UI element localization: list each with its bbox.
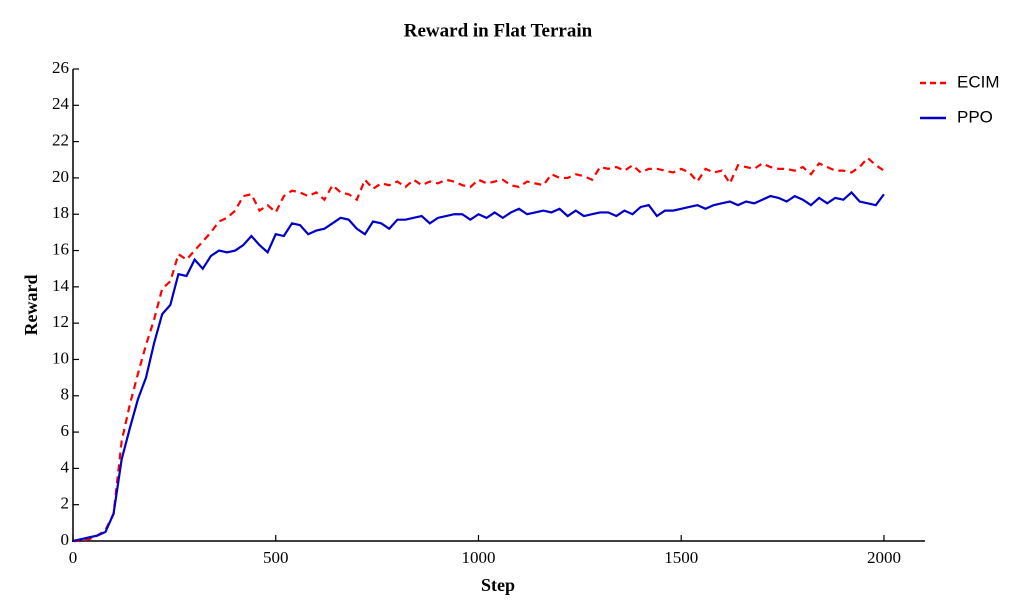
x-axis-label: Step bbox=[481, 575, 515, 595]
y-axis-label: Reward bbox=[21, 275, 41, 336]
y-tick-label: 26 bbox=[52, 58, 69, 77]
chart-title: Reward in Flat Terrain bbox=[404, 20, 593, 41]
y-tick-label: 16 bbox=[52, 239, 69, 258]
y-tick-label: 6 bbox=[61, 421, 70, 440]
y-tick-label: 24 bbox=[52, 94, 70, 113]
y-tick-label: 20 bbox=[52, 167, 69, 186]
line-series bbox=[73, 156, 885, 543]
x-tick-label: 0 bbox=[69, 548, 78, 567]
y-tick-label: 8 bbox=[61, 385, 70, 404]
y-tick-label: 18 bbox=[52, 203, 69, 222]
y-tick-label: 10 bbox=[52, 348, 69, 367]
y-tick-label: 4 bbox=[61, 457, 70, 476]
legend-label: ECIM bbox=[957, 72, 1000, 91]
y-tick-label: 14 bbox=[52, 276, 70, 295]
y-tick-label: 12 bbox=[52, 312, 69, 331]
y-tick-label: 22 bbox=[52, 131, 69, 150]
y-tick-label: 0 bbox=[61, 530, 70, 549]
y-tick-label: 2 bbox=[61, 494, 70, 513]
x-tick-label: 500 bbox=[263, 548, 289, 567]
legend-label: PPO bbox=[957, 107, 993, 126]
x-tick-label: 1500 bbox=[664, 548, 698, 567]
x-tick-label: 2000 bbox=[867, 548, 901, 567]
x-tick-label: 1000 bbox=[461, 548, 495, 567]
line-series bbox=[72, 190, 885, 543]
